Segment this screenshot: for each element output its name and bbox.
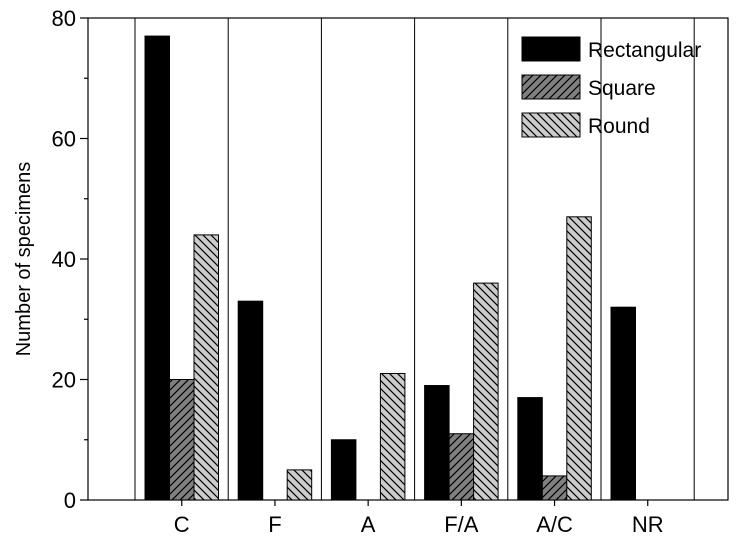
bar-rectangular-nr <box>610 306 636 501</box>
bar-rectangular-a-c <box>517 397 543 501</box>
bar-round-f-a <box>473 282 499 501</box>
bar-rectangular-f <box>237 300 264 501</box>
bar-rectangular-c <box>144 35 170 501</box>
legend-label-square: Square <box>588 77 656 100</box>
y-tick-label: 60 <box>52 127 76 152</box>
bar-rectangular-a <box>330 439 357 501</box>
x-axis: C F A F/A A/C NR <box>174 500 664 537</box>
x-tick-label: F/A <box>444 512 479 537</box>
legend-swatch-rectangular <box>521 36 581 62</box>
bar-round-a-c <box>566 216 592 501</box>
bar-square-f-a <box>448 433 475 501</box>
category-separators <box>134 18 695 500</box>
x-tick-label: A <box>361 512 376 537</box>
bar-round-a <box>379 372 406 501</box>
y-axis-label: Number of specimens <box>13 162 35 357</box>
x-tick-label: F <box>268 512 281 537</box>
legend-label-round: Round <box>588 115 650 138</box>
legend-swatch-round <box>521 112 581 138</box>
legend: Rectangular Square Round <box>521 36 701 138</box>
bar-square-a-c <box>541 475 568 501</box>
y-axis: 0 20 40 60 80 <box>52 6 88 513</box>
y-tick-label: 80 <box>52 6 76 31</box>
y-tick-label: 40 <box>52 247 76 272</box>
legend-swatch-square <box>521 74 581 100</box>
bar-square-c <box>169 379 195 501</box>
bars <box>144 35 636 501</box>
bar-round-f <box>286 469 313 501</box>
legend-label-rectangular: Rectangular <box>588 39 701 62</box>
bar-rectangular-f-a <box>424 385 450 501</box>
x-tick-label: A/C <box>536 512 573 537</box>
x-tick-label: NR <box>632 512 664 537</box>
y-tick-label: 0 <box>64 488 76 513</box>
x-tick-label: C <box>174 512 190 537</box>
bar-round-c <box>193 234 219 501</box>
y-tick-label: 20 <box>52 368 76 393</box>
